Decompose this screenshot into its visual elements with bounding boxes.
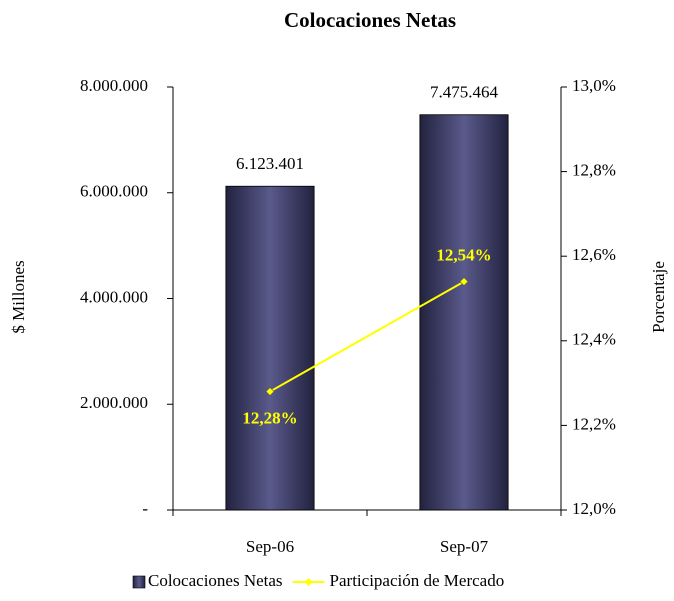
y-tick-label: 2.000.000 (80, 393, 148, 412)
bar-value-label: 6.123.401 (236, 154, 304, 173)
line-marker (459, 277, 469, 287)
line-value-label: 12,28% (242, 408, 297, 427)
bar (419, 114, 509, 511)
y2-tick-label: 12,0% (572, 499, 616, 518)
y-axis-label: $ Millones (9, 260, 28, 333)
y2-tick-label: 13,0% (572, 76, 616, 95)
legend-label: Participación de Mercado (330, 571, 505, 590)
y2-axis-label: Porcentaje (649, 261, 668, 333)
y-tick-label: - (142, 499, 148, 518)
y2-tick-label: 12,4% (572, 330, 616, 349)
bar-value-label: 7.475.464 (430, 83, 499, 102)
legend-label: Colocaciones Netas (148, 571, 283, 590)
line-marker (265, 387, 275, 396)
legend-marker (304, 578, 313, 586)
y-tick-label: 4.000.000 (80, 287, 148, 306)
y2-tick-label: 12,8% (572, 161, 616, 180)
x-tick-label: Sep-07 (440, 537, 489, 556)
y-tick-label: 8.000.000 (80, 76, 148, 95)
bar (225, 185, 315, 511)
y2-tick-label: 12,6% (572, 245, 616, 264)
legend-swatch (132, 575, 146, 589)
line (269, 280, 465, 393)
x-tick-label: Sep-06 (246, 537, 294, 556)
y2-tick-label: 12,2% (572, 414, 616, 433)
chart-title: Colocaciones Netas (284, 8, 456, 32)
line-value-label: 12,54% (436, 245, 491, 264)
y-tick-label: 6.000.000 (80, 182, 148, 201)
